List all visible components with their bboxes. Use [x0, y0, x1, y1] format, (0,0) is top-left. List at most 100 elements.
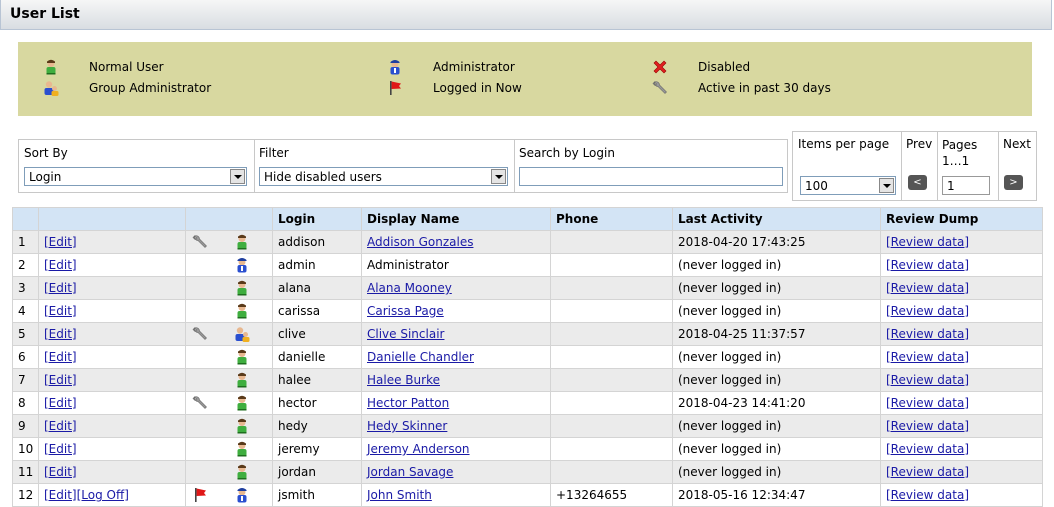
display-name-link[interactable]: Jordan Savage	[367, 465, 454, 479]
icons-cell	[185, 230, 273, 254]
user-type-icon	[234, 257, 250, 273]
header-cell: Last Activity	[672, 207, 881, 231]
display-name-link[interactable]: Clive Sinclair	[367, 327, 445, 341]
next-button[interactable]: >	[1004, 175, 1023, 190]
page-title: User List	[10, 6, 80, 22]
filter-label: Filter	[259, 146, 289, 160]
icons-cell	[185, 483, 273, 507]
icon-wrench	[652, 80, 668, 96]
prev-cell: Prev <	[901, 132, 938, 200]
display-name-link[interactable]: Hedy Skinner	[367, 419, 448, 433]
action-link[interactable]: [Edit]	[44, 419, 77, 433]
actions-cell: [Edit]	[38, 460, 186, 484]
actions-cell: [Edit]	[38, 322, 186, 346]
pages-cell: Pages 1…1 1	[937, 132, 999, 200]
icons-cell	[185, 253, 273, 277]
prev-label: Prev	[906, 137, 933, 151]
last-activity-cell: 2018-05-16 12:34:47	[672, 483, 881, 507]
user-row: 11 [Edit] jordan Jordan Savage (never logged…	[12, 460, 1043, 484]
action-link[interactable]: [Edit]	[44, 488, 77, 502]
action-link[interactable]: [Edit]	[44, 442, 77, 456]
review-link[interactable]: [Review data]	[886, 488, 970, 502]
sort-select[interactable]: Login	[24, 167, 247, 186]
review-cell: [Review data]	[880, 253, 1043, 277]
review-link[interactable]: [Review data]	[886, 419, 970, 433]
display-name-link[interactable]: Alana Mooney	[367, 281, 452, 295]
display-name-link[interactable]: John Smith	[367, 488, 432, 502]
display-name-link[interactable]: Jeremy Anderson	[367, 442, 470, 456]
header-cell: Display Name	[361, 207, 551, 231]
review-link[interactable]: [Review data]	[886, 304, 970, 318]
review-link[interactable]: [Review data]	[886, 258, 970, 272]
items-label: Items per page	[798, 137, 890, 151]
action-link[interactable]: [Edit]	[44, 373, 77, 387]
action-link[interactable]: [Edit]	[44, 258, 77, 272]
user-row: 1 [Edit] addison Addison Gonzales 2018-04-20…	[12, 230, 1043, 254]
display-name-cell: Hedy Skinner	[361, 414, 551, 438]
review-cell: [Review data]	[880, 322, 1043, 346]
review-cell: [Review data]	[880, 460, 1043, 484]
phone: +13264655	[556, 488, 628, 502]
pages-title: Pages	[942, 138, 978, 152]
user-type-icon	[234, 372, 250, 388]
header-cell	[185, 207, 273, 231]
action-link[interactable]: [Edit]	[44, 304, 77, 318]
phone-cell	[550, 460, 673, 484]
items-select[interactable]: 100	[800, 176, 896, 195]
user-type-icon	[234, 441, 250, 457]
search-input[interactable]	[519, 167, 783, 186]
login-cell: jeremy	[272, 437, 362, 461]
search-cell: Search by Login	[514, 140, 787, 192]
action-link[interactable]: [Edit]	[44, 327, 77, 341]
review-cell: [Review data]	[880, 276, 1043, 300]
review-link[interactable]: [Review data]	[886, 442, 970, 456]
filter-select[interactable]: Hide disabled users	[259, 167, 508, 186]
action-link[interactable]: [Edit]	[44, 465, 77, 479]
review-link[interactable]: [Review data]	[886, 373, 970, 387]
review-link[interactable]: [Review data]	[886, 396, 970, 410]
phone-cell	[550, 368, 673, 392]
action-link[interactable]: [Edit]	[44, 281, 77, 295]
actions-cell: [Edit]	[38, 368, 186, 392]
icon-disabled	[652, 59, 668, 75]
header-cell	[12, 207, 39, 231]
row-number: 10	[12, 437, 39, 461]
action-link[interactable]: [Log Off]	[76, 488, 129, 502]
user-row: 10 [Edit] jeremy Jeremy Anderson (never logg…	[12, 437, 1043, 461]
display-name-link[interactable]: Halee Burke	[367, 373, 440, 387]
header-cell	[38, 207, 186, 231]
row-number: 11	[12, 460, 39, 484]
page-input[interactable]: 1	[942, 176, 990, 195]
review-link[interactable]: [Review data]	[886, 465, 970, 479]
display-name-link[interactable]: Carissa Page	[367, 304, 444, 318]
legend-label: Active in past 30 days	[698, 81, 831, 95]
display-name-link[interactable]: Hector Patton	[367, 396, 450, 410]
display-name-cell: Addison Gonzales	[361, 230, 551, 254]
actions-cell: [Edit]	[38, 230, 186, 254]
action-link[interactable]: [Edit]	[44, 350, 77, 364]
page-value: 1	[947, 179, 955, 193]
action-link[interactable]: [Edit]	[44, 235, 77, 249]
review-link[interactable]: [Review data]	[886, 327, 970, 341]
actions-cell: [Edit][Log Off]	[38, 483, 186, 507]
icons-cell	[185, 437, 273, 461]
display-name-link[interactable]: Danielle Chandler	[367, 350, 474, 364]
login-cell: admin	[272, 253, 362, 277]
login-cell: addison	[272, 230, 362, 254]
review-cell: [Review data]	[880, 437, 1043, 461]
phone-cell: +13264655	[550, 483, 673, 507]
review-link[interactable]: [Review data]	[886, 235, 970, 249]
display-name-link[interactable]: Addison Gonzales	[367, 235, 474, 249]
pages-label: Pages 1…1	[942, 137, 977, 169]
user-type-icon	[234, 326, 250, 342]
phone-cell	[550, 437, 673, 461]
prev-button[interactable]: <	[908, 175, 927, 190]
user-type-icon	[234, 303, 250, 319]
action-link[interactable]: [Edit]	[44, 396, 77, 410]
row-number: 5	[12, 322, 39, 346]
review-link[interactable]: [Review data]	[886, 281, 970, 295]
review-link[interactable]: [Review data]	[886, 350, 970, 364]
review-cell: [Review data]	[880, 483, 1043, 507]
user-row: 3 [Edit] alana Alana Mooney (never logged in…	[12, 276, 1043, 300]
